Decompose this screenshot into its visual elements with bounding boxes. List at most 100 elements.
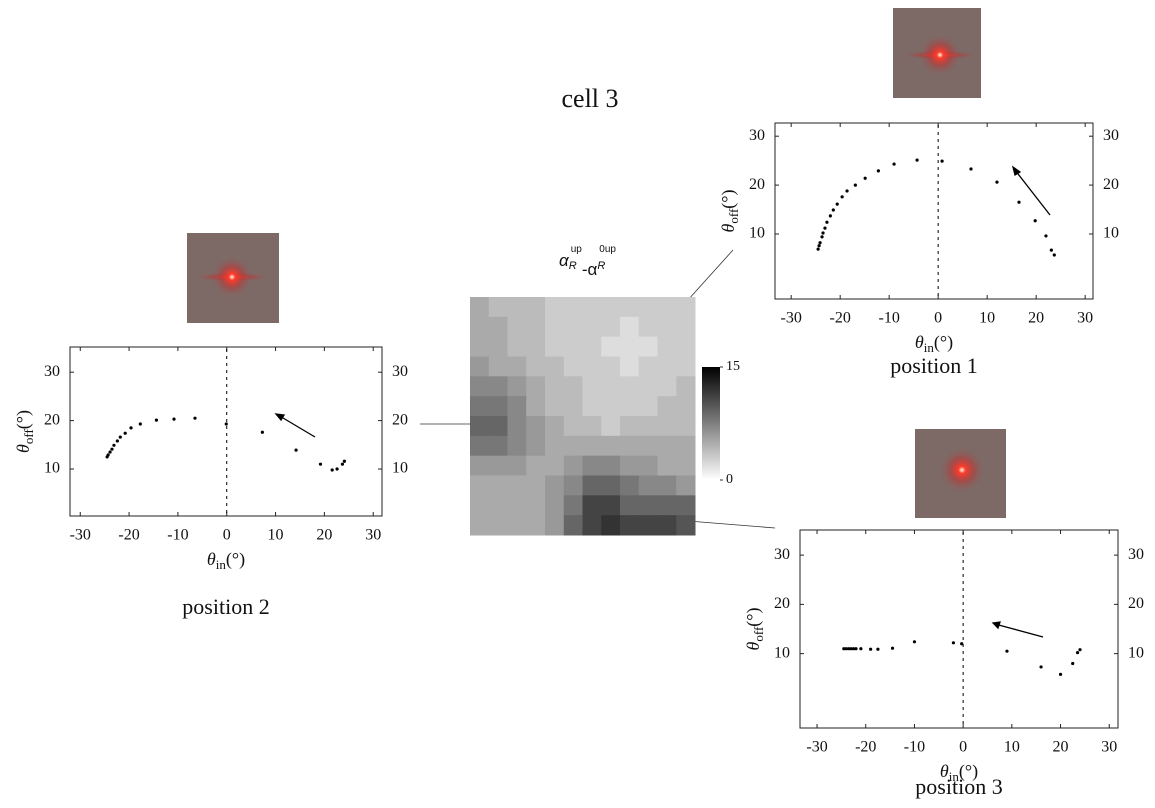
heat-cell [488,495,508,516]
heat-cell [657,297,677,318]
data-point [1075,651,1080,655]
axis-symbol: θ [915,332,924,352]
axis-subscript: off [21,429,36,445]
y-tick-label: 10 [1103,225,1119,242]
data-point [825,220,829,224]
heat-cell [638,515,658,536]
data-point [853,183,857,187]
axis-symbol: θ [13,444,33,453]
heat-cell [620,495,640,516]
heat-cell [620,396,640,417]
heat-cell [563,336,583,357]
data-point [1052,253,1056,257]
heat-cell [620,515,640,536]
heat-cell [657,336,677,357]
axis-label: θin(°) [915,332,953,355]
colorbar-tick-label: 0 [726,472,733,487]
heat-cell [470,376,490,397]
data-point [1039,665,1043,669]
title-part: α [559,251,570,270]
axis-label: θoff(°) [743,608,766,651]
heat-cell [545,455,565,476]
x-tick-label: -20 [118,527,139,544]
heat-cell [676,336,696,357]
y-tick-label: 20 [1103,176,1119,193]
axis-subscript: in [216,557,227,572]
data-point [969,167,973,171]
data-point [1049,248,1053,252]
data-point [823,226,827,230]
heat-cell [545,336,565,357]
data-point [1078,648,1082,652]
data-point [915,158,919,162]
heat-cell [582,515,602,536]
data-point [115,439,119,443]
data-point [1017,200,1021,204]
plot-frame [69,346,383,517]
heat-cell [620,297,640,318]
heat-cell [676,396,696,417]
data-point [1033,219,1037,223]
heat-cell [582,495,602,516]
heat-cell [526,435,546,457]
heat-cell [526,475,546,496]
data-point [892,162,896,166]
y-tick-label: 10 [1128,644,1144,661]
data-point [960,642,964,646]
data-point [340,462,345,466]
chart-title: position 1 [890,353,977,378]
data-point [1058,672,1063,676]
data-point [847,647,851,651]
data-point [294,448,298,452]
heat-cell [676,376,696,397]
photo-position-3 [915,429,1006,518]
y-tick-label: 10 [749,225,765,242]
heat-cell [676,515,696,536]
data-point [224,422,228,426]
data-point [831,208,835,212]
data-point [940,159,944,163]
axis-unit: (°) [718,190,739,209]
heat-cell [657,455,677,476]
heat-cell [601,495,621,516]
data-point [912,640,917,644]
data-point [876,647,880,651]
y-tick-label: 20 [774,595,790,612]
chart-title: position 2 [182,594,269,619]
y-tick-label: 20 [392,411,408,428]
heat-cell [470,416,490,437]
heat-cell [488,435,508,457]
data-point [318,462,323,466]
x-tick-label: 10 [979,310,995,327]
heat-cell [470,297,490,318]
heat-cell [676,416,696,437]
axis-unit: (°) [226,549,245,570]
heat-cell [507,495,527,516]
axis-unit: (°) [959,761,978,782]
heat-cell [638,376,658,397]
heat-cell [638,356,658,377]
data-point [138,422,142,426]
heat-cell [582,297,602,318]
heat-cell [638,475,658,496]
data-point [818,241,822,245]
x-tick-label: 30 [365,527,381,544]
heat-cell [657,396,677,417]
y-tick-label: 30 [1103,127,1119,144]
axis-label: θin(°) [940,761,978,784]
x-tick-label: 10 [268,527,284,544]
axis-symbol: θ [207,549,216,569]
heat-cell [601,435,621,457]
x-tick-label: -30 [70,527,91,544]
heat-cell [601,515,621,536]
data-point [172,417,176,421]
heat-cell [582,416,602,437]
heat-cell [507,435,527,457]
heat-cell [601,416,621,437]
heat-cell [638,455,658,476]
arrows [274,165,1051,638]
x-tick-label: 10 [1004,739,1020,756]
photo-position-1 [893,8,981,98]
heat-cell [563,416,583,437]
